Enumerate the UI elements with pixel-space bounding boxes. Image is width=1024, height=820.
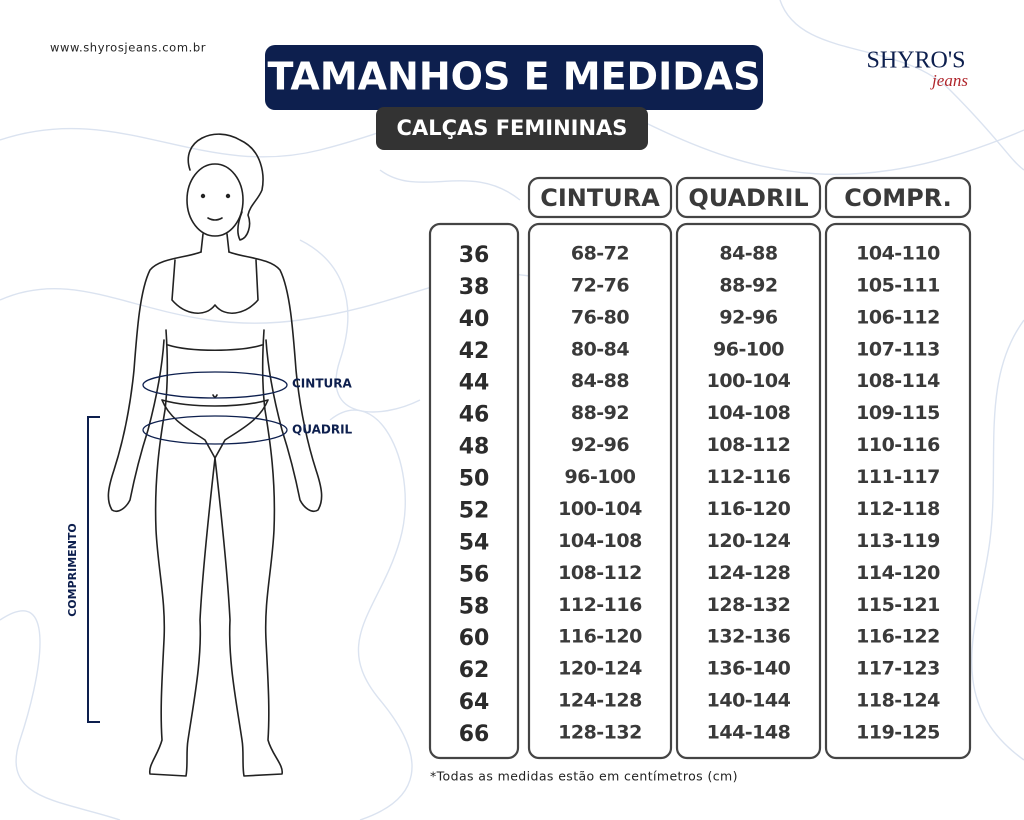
- size-cell: 54: [459, 530, 490, 555]
- size-cell: 42: [459, 339, 490, 364]
- subtitle-box: [376, 107, 648, 150]
- body-figure: [107, 133, 323, 777]
- column-body: [824, 222, 972, 760]
- column-body: [675, 222, 822, 760]
- measure-cell: 110-116: [856, 434, 940, 456]
- measure-cell: 111-117: [856, 466, 940, 488]
- size-cell: 38: [459, 275, 490, 300]
- size-cell: 60: [459, 626, 490, 651]
- measure-cell: 117-123: [856, 658, 940, 680]
- measure-cell: 128-132: [707, 594, 791, 616]
- size-cell: 64: [459, 690, 490, 715]
- measure-cell: 132-136: [707, 626, 791, 648]
- measure-cell: 120-124: [707, 530, 791, 552]
- measure-cell: 104-110: [856, 243, 940, 265]
- length-bracket: [87, 416, 100, 723]
- size-cell: 46: [459, 403, 490, 428]
- size-cell: 58: [459, 594, 490, 619]
- column-header-box: [824, 176, 972, 219]
- logo: SHYRO'S: [866, 48, 965, 74]
- title: TAMANHOS E MEDIDAS: [267, 55, 760, 99]
- measure-cell: 136-140: [707, 658, 791, 680]
- measure-cell: 119-125: [856, 722, 940, 744]
- measure-cell: 88-92: [719, 274, 777, 296]
- title-box: [265, 45, 763, 110]
- column-body: [527, 222, 673, 760]
- measure-cell: 115-121: [856, 594, 940, 616]
- measure-cell: 118-124: [856, 690, 940, 712]
- measure-cell: 108-112: [558, 562, 642, 584]
- size-cell: 48: [459, 435, 490, 460]
- measure-cell: 109-115: [856, 402, 940, 424]
- measure-cell: 100-104: [707, 370, 791, 392]
- measure-cell: 128-132: [558, 722, 642, 744]
- size-column: [428, 222, 520, 760]
- subtitle: CALÇAS FEMININAS: [397, 116, 628, 140]
- measure-cell: 140-144: [707, 690, 791, 712]
- size-cell: 62: [459, 658, 490, 683]
- measure-cell: 108-114: [856, 370, 940, 392]
- size-cell: 36: [459, 243, 490, 268]
- measure-cell: 124-128: [558, 690, 642, 712]
- measure-cell: 120-124: [558, 658, 642, 680]
- column-header: COMPR.: [844, 184, 952, 212]
- measure-cell: 116-122: [856, 626, 940, 648]
- size-cell: 66: [459, 722, 490, 747]
- measure-cell: 116-120: [707, 498, 791, 520]
- footnote: *Todas as medidas estão em centímetros (…: [430, 769, 738, 784]
- hip-label: QUADRIL: [292, 423, 353, 437]
- measure-cell: 84-88: [571, 370, 630, 392]
- size-cell: 40: [459, 307, 490, 332]
- measure-cell: 116-120: [558, 626, 642, 648]
- column-header: QUADRIL: [688, 184, 808, 212]
- measure-cell: 100-104: [558, 498, 642, 520]
- measure-cell: 76-80: [571, 306, 630, 328]
- column-header: CINTURA: [540, 184, 660, 212]
- measure-cell: 124-128: [707, 562, 791, 584]
- size-cell: 52: [459, 498, 490, 523]
- measure-cell: 105-111: [856, 274, 940, 296]
- measure-cell: 92-96: [719, 306, 778, 328]
- measure-cell: 112-116: [707, 466, 791, 488]
- size-cell: 50: [459, 467, 490, 492]
- measure-cell: 107-113: [856, 338, 940, 360]
- waist-label: CINTURA: [292, 377, 352, 391]
- measure-cell: 88-92: [571, 402, 629, 424]
- measure-cell: 104-108: [558, 530, 642, 552]
- measure-cell: 106-112: [856, 306, 940, 328]
- column-header-box: [527, 176, 673, 219]
- length-label: COMPRIMENTO: [66, 523, 79, 617]
- measure-cell: 108-112: [707, 434, 791, 456]
- measure-cell: 112-118: [856, 498, 940, 520]
- column-header-box: [675, 176, 822, 219]
- measure-cell: 68-72: [571, 243, 629, 265]
- measure-cell: 144-148: [707, 722, 791, 744]
- size-cell: 56: [459, 562, 490, 587]
- measure-cell: 113-119: [856, 530, 940, 552]
- measure-cell: 96-100: [565, 466, 636, 488]
- measure-cell: 112-116: [558, 594, 642, 616]
- logo-sub: jeans: [930, 71, 968, 90]
- measure-cell: 72-76: [571, 274, 630, 296]
- measure-cell: 84-88: [719, 243, 778, 265]
- website: www.shyrosjeans.com.br: [50, 41, 206, 55]
- measure-cell: 80-84: [571, 338, 630, 360]
- size-cell: 44: [459, 371, 490, 396]
- measure-cell: 92-96: [571, 434, 630, 456]
- measure-cell: 104-108: [707, 402, 791, 424]
- measure-cell: 114-120: [856, 562, 940, 584]
- measure-cell: 96-100: [713, 338, 784, 360]
